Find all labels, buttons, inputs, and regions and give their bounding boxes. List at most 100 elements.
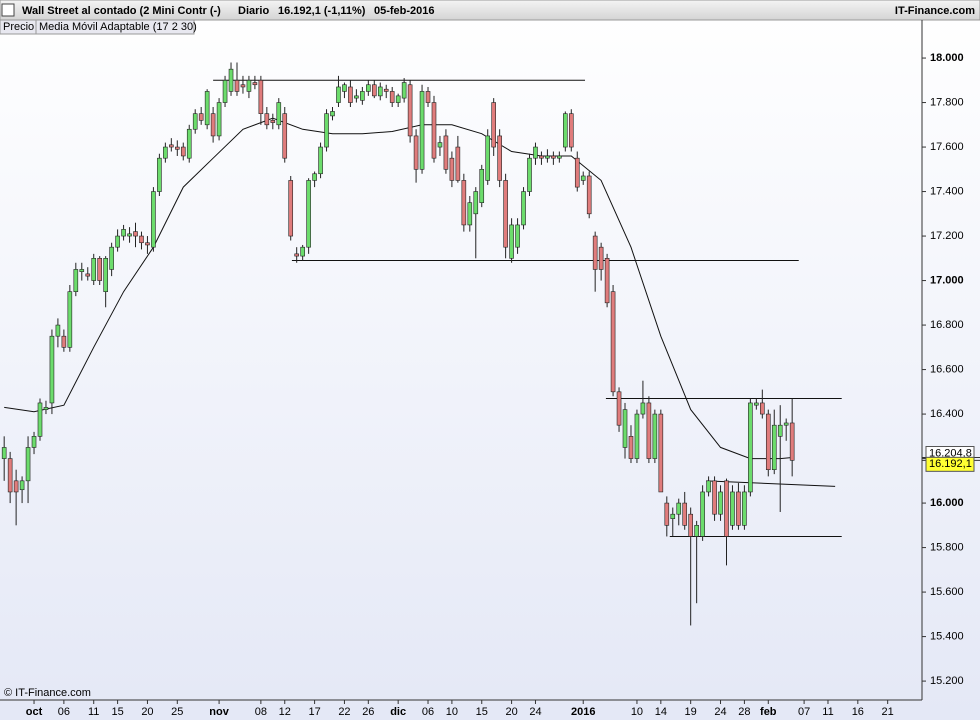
candle-body bbox=[760, 402, 765, 415]
candle-body bbox=[527, 157, 532, 192]
candle-body bbox=[169, 144, 174, 148]
x-tick-label: 24 bbox=[714, 706, 726, 718]
x-tick-label: 20 bbox=[141, 706, 153, 718]
y-tick-label: 15.200 bbox=[930, 675, 964, 687]
header-bar bbox=[0, 0, 980, 21]
candle-body bbox=[449, 157, 455, 181]
candle-body bbox=[742, 491, 747, 526]
candle-body bbox=[503, 180, 508, 248]
candle-body bbox=[545, 155, 550, 159]
candle-body bbox=[216, 102, 222, 137]
candle-body bbox=[754, 402, 759, 406]
candle-body bbox=[318, 146, 323, 175]
x-tick-label: 20 bbox=[505, 706, 517, 718]
candle-body bbox=[330, 111, 335, 117]
candle-body bbox=[103, 258, 108, 292]
candle-body bbox=[563, 113, 568, 148]
candle-body bbox=[360, 91, 365, 101]
candle-body bbox=[174, 146, 180, 150]
x-tick-label: 24 bbox=[529, 706, 541, 718]
candle-body bbox=[55, 324, 61, 337]
candle-body bbox=[180, 146, 186, 157]
candle-body bbox=[61, 335, 67, 348]
candle-body bbox=[401, 82, 407, 99]
x-tick-label: 15 bbox=[111, 706, 123, 718]
candle-body bbox=[473, 191, 479, 215]
candle-body bbox=[736, 491, 741, 526]
candle-body bbox=[461, 180, 467, 226]
candle-body bbox=[551, 155, 556, 159]
candle-body bbox=[252, 82, 258, 86]
candle-body bbox=[97, 258, 102, 281]
y-tick-label: 16.000 bbox=[930, 497, 964, 509]
candle-body bbox=[634, 413, 640, 459]
candle-body bbox=[580, 175, 586, 181]
candle-body bbox=[306, 180, 311, 248]
candle-body bbox=[783, 422, 789, 426]
candle-body bbox=[395, 95, 401, 103]
candle-body bbox=[568, 113, 574, 148]
candle-body bbox=[348, 86, 353, 103]
candle-body bbox=[694, 525, 699, 537]
candle-body bbox=[157, 157, 162, 192]
candle-body bbox=[425, 91, 431, 103]
x-tick-label: 07 bbox=[798, 706, 810, 718]
candle-body bbox=[109, 246, 114, 270]
candle-body bbox=[294, 253, 299, 257]
candle-body bbox=[1, 447, 7, 459]
x-tick-label: 28 bbox=[738, 706, 750, 718]
candle-body bbox=[485, 135, 491, 181]
candle-body bbox=[467, 202, 473, 226]
candle-body bbox=[324, 113, 329, 148]
candle-body bbox=[431, 102, 437, 159]
x-tick-label: 10 bbox=[446, 706, 458, 718]
candle-body bbox=[771, 424, 777, 470]
candle-body bbox=[574, 157, 580, 188]
x-tick-label: 19 bbox=[685, 706, 697, 718]
candle-body bbox=[49, 335, 55, 404]
candle-body bbox=[312, 173, 317, 181]
x-tick-label: 2016 bbox=[571, 706, 595, 718]
y-tick-label: 17.200 bbox=[930, 230, 964, 242]
candle-body bbox=[19, 480, 25, 491]
y-tick-label: 15.800 bbox=[930, 541, 964, 553]
candle-body bbox=[121, 229, 126, 237]
header-period: Diario bbox=[238, 5, 269, 17]
candle-body bbox=[186, 128, 192, 159]
candle-body bbox=[204, 91, 210, 126]
candle-body bbox=[383, 88, 389, 92]
candle-body bbox=[366, 84, 371, 92]
candle-body bbox=[718, 491, 723, 515]
x-tick-label: 15 bbox=[476, 706, 488, 718]
candle-body bbox=[413, 135, 419, 170]
candle-body bbox=[592, 235, 598, 270]
header-brand: IT-Finance.com bbox=[895, 5, 975, 17]
moving-average bbox=[4, 117, 793, 460]
candle-body bbox=[652, 413, 658, 459]
candle-body bbox=[389, 91, 395, 103]
candle-body bbox=[557, 155, 562, 159]
candle-body bbox=[151, 191, 156, 248]
candle-body bbox=[777, 424, 783, 437]
y-tick-label: 16.400 bbox=[930, 408, 964, 420]
candle-body bbox=[533, 146, 538, 159]
y-tick-label: 16.800 bbox=[930, 319, 964, 331]
candle-body bbox=[604, 258, 610, 304]
candle-body bbox=[682, 502, 688, 526]
candle-body bbox=[127, 233, 132, 237]
candle-body bbox=[610, 291, 616, 393]
header-icon bbox=[1, 3, 15, 17]
candle-body bbox=[479, 169, 485, 203]
candle-body bbox=[616, 391, 622, 426]
x-tick-label: 14 bbox=[655, 706, 667, 718]
source: © IT-Finance.com bbox=[4, 687, 91, 699]
candle-body bbox=[25, 447, 31, 482]
x-tick-label: 11 bbox=[88, 706, 99, 718]
candle-body bbox=[437, 142, 443, 148]
candle-body bbox=[789, 422, 795, 461]
candle-body bbox=[210, 113, 216, 137]
x-tick-label: 21 bbox=[882, 706, 894, 718]
price-marker-label: 16.204,8 bbox=[929, 447, 972, 459]
candle-body bbox=[145, 242, 150, 246]
candle-body bbox=[192, 113, 198, 130]
